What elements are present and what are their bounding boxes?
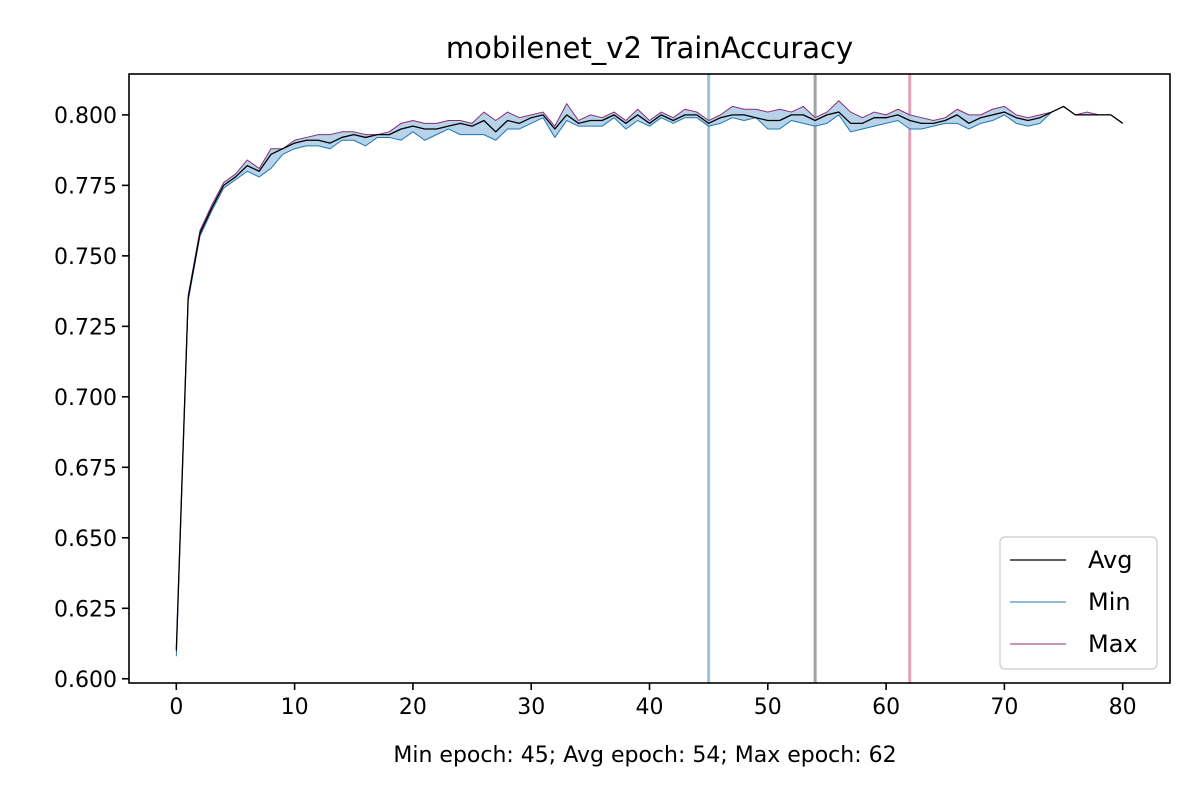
legend-label-max: Max [1088, 630, 1138, 658]
series-line-avg [175, 105, 1124, 651]
y-tick-label: 0.700 [54, 386, 117, 411]
min-max-band [176, 100, 1123, 657]
chart-title: mobilenet_v2 TrainAccuracy [446, 31, 853, 65]
x-tick-label: 30 [517, 695, 545, 720]
x-tick-label: 80 [1109, 695, 1137, 720]
y-tick-label: 0.675 [54, 456, 117, 481]
x-tick-label: 50 [754, 695, 782, 720]
epoch-markers [707, 74, 912, 683]
legend: Avg Min Max [999, 536, 1158, 670]
x-tick-label: 0 [169, 695, 183, 720]
x-tick-label: 40 [636, 695, 664, 720]
x-tick-label: 20 [399, 695, 427, 720]
legend-box [999, 536, 1158, 670]
y-axis-ticks: 0.600 0.625 0.650 0.675 0.700 0.725 0.750 0.775… [54, 104, 129, 693]
x-tick-label: 10 [281, 695, 309, 720]
y-tick-label: 0.775 [54, 174, 117, 199]
y-tick-label: 0.600 [54, 668, 117, 693]
series-line-min [175, 105, 1123, 657]
y-tick-label: 0.750 [54, 245, 117, 270]
legend-label-avg: Avg [1088, 546, 1132, 574]
min-max-band-area [176, 100, 1123, 657]
x-axis-ticks: 0 10 20 30 40 50 60 70 80 [169, 683, 1137, 720]
y-tick-label: 0.625 [54, 597, 117, 622]
y-tick-label: 0.725 [54, 315, 117, 340]
x-tick-label: 70 [990, 695, 1018, 720]
y-tick-label: 0.800 [54, 104, 117, 129]
legend-label-min: Min [1088, 588, 1131, 616]
x-axis-label: Min epoch: 45; Avg epoch: 54; Max epoch:… [393, 743, 896, 768]
series-lines [175, 100, 1124, 657]
y-tick-label: 0.650 [54, 527, 117, 552]
x-tick-label: 60 [872, 695, 900, 720]
series-line-max [175, 100, 1123, 648]
